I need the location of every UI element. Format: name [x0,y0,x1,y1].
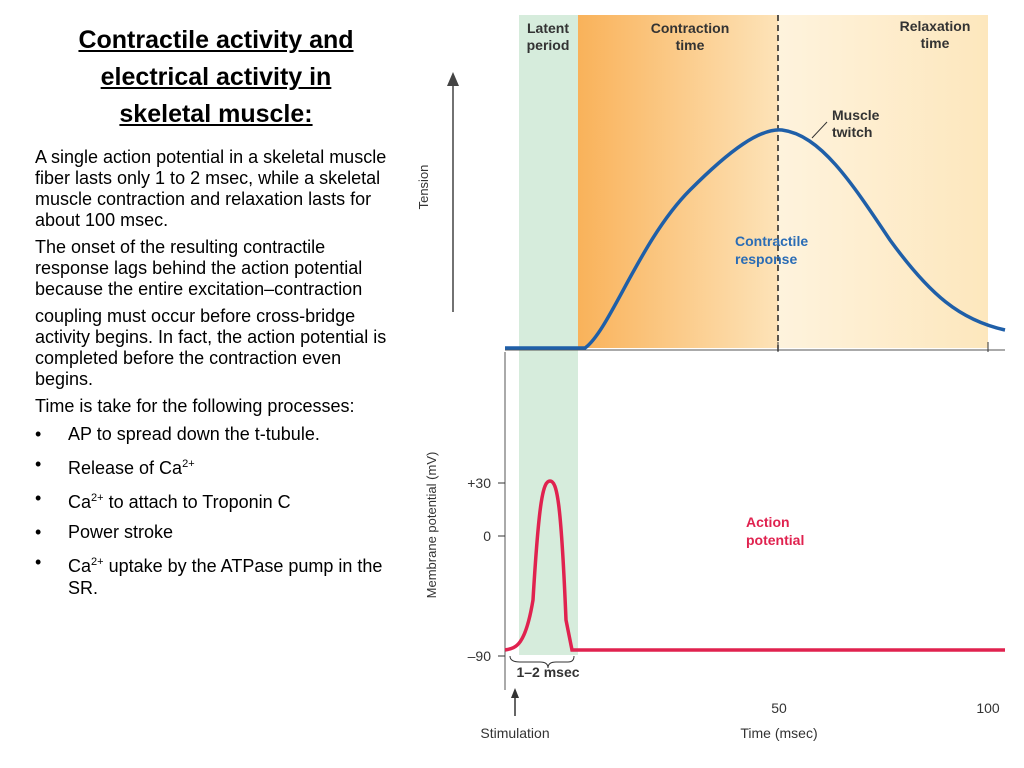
superscript: 2+ [91,492,104,504]
bullet-list: AP to spread down the t-tubule. Release o… [35,423,397,599]
ap-label: Action [746,514,790,530]
superscript: 2+ [182,458,195,470]
bullet: Ca2+ uptake by the ATPase pump in the SR… [35,551,397,599]
arrow-head [447,72,459,86]
body: A single action potential in a skeletal … [35,147,397,417]
title-line: Contractile activity and [78,26,354,54]
axis-title: Membrane potential (mV) [424,452,439,599]
paragraph: The onset of the resulting contractile r… [35,237,363,299]
axis-title: Tension [416,165,431,210]
latent-band [519,15,578,655]
arrow-head [511,688,519,698]
tick-label: 0 [483,528,491,544]
phase-label: period [527,37,570,53]
leader [811,121,828,139]
response-label: response [735,251,797,267]
phase-label: time [921,35,950,51]
bullet: AP to spread down the t-tubule. [35,423,397,445]
twitch-label: twitch [832,124,872,140]
relaxation-band [778,15,988,348]
bullet: Power stroke [35,521,397,543]
tick-label: –90 [468,648,492,664]
twitch-curve [505,128,1006,350]
bullet-text: Power stroke [68,522,174,542]
paragraph: A single action potential in a skeletal … [35,147,387,230]
axis-title: Time (msec) [740,725,817,741]
superscript: 2+ [91,556,104,568]
bullet: Release of Ca2+ [35,453,397,479]
bullet-text: AP to spread down the t-tubule. [68,424,320,444]
ap-curve [504,479,1005,652]
bullet-text: Ca [68,556,92,576]
text-column: Contractile activity and electrical activ… [35,22,397,607]
bullet: Ca2+ to attach to Troponin C [35,487,397,513]
response-label: Contractile [735,233,808,249]
bullet-text: Ca [68,492,92,512]
phase-label: time [676,37,705,53]
stimulation-label: Stimulation [480,725,549,741]
paragraph: Time is take for the following processes… [35,396,355,416]
bullet-text: to attach to Troponin C [103,492,291,512]
phase-label: Latent [527,20,569,36]
slide-title: Contractile activity and electrical activ… [35,22,397,133]
duration-label: 1–2 msec [516,664,579,680]
title-line: electrical activity in [100,63,332,91]
bullet-text: uptake by the ATPase pump in the SR. [68,556,383,598]
bullet-text: Release of Ca [68,458,183,478]
twitch-label: Muscle [832,107,880,123]
tick-label: +30 [467,475,491,491]
tick-label: 50 [771,700,787,716]
tick-label: 100 [976,700,1000,716]
paragraph: coupling must occur before cross-bridge … [35,306,387,389]
phase-label: Relaxation [900,18,971,34]
contraction-band [578,15,778,348]
duration-bracket [509,655,575,669]
phase-label: Contraction [651,20,730,36]
ap-label: potential [746,532,804,548]
title-line: skeletal muscle: [119,100,313,128]
